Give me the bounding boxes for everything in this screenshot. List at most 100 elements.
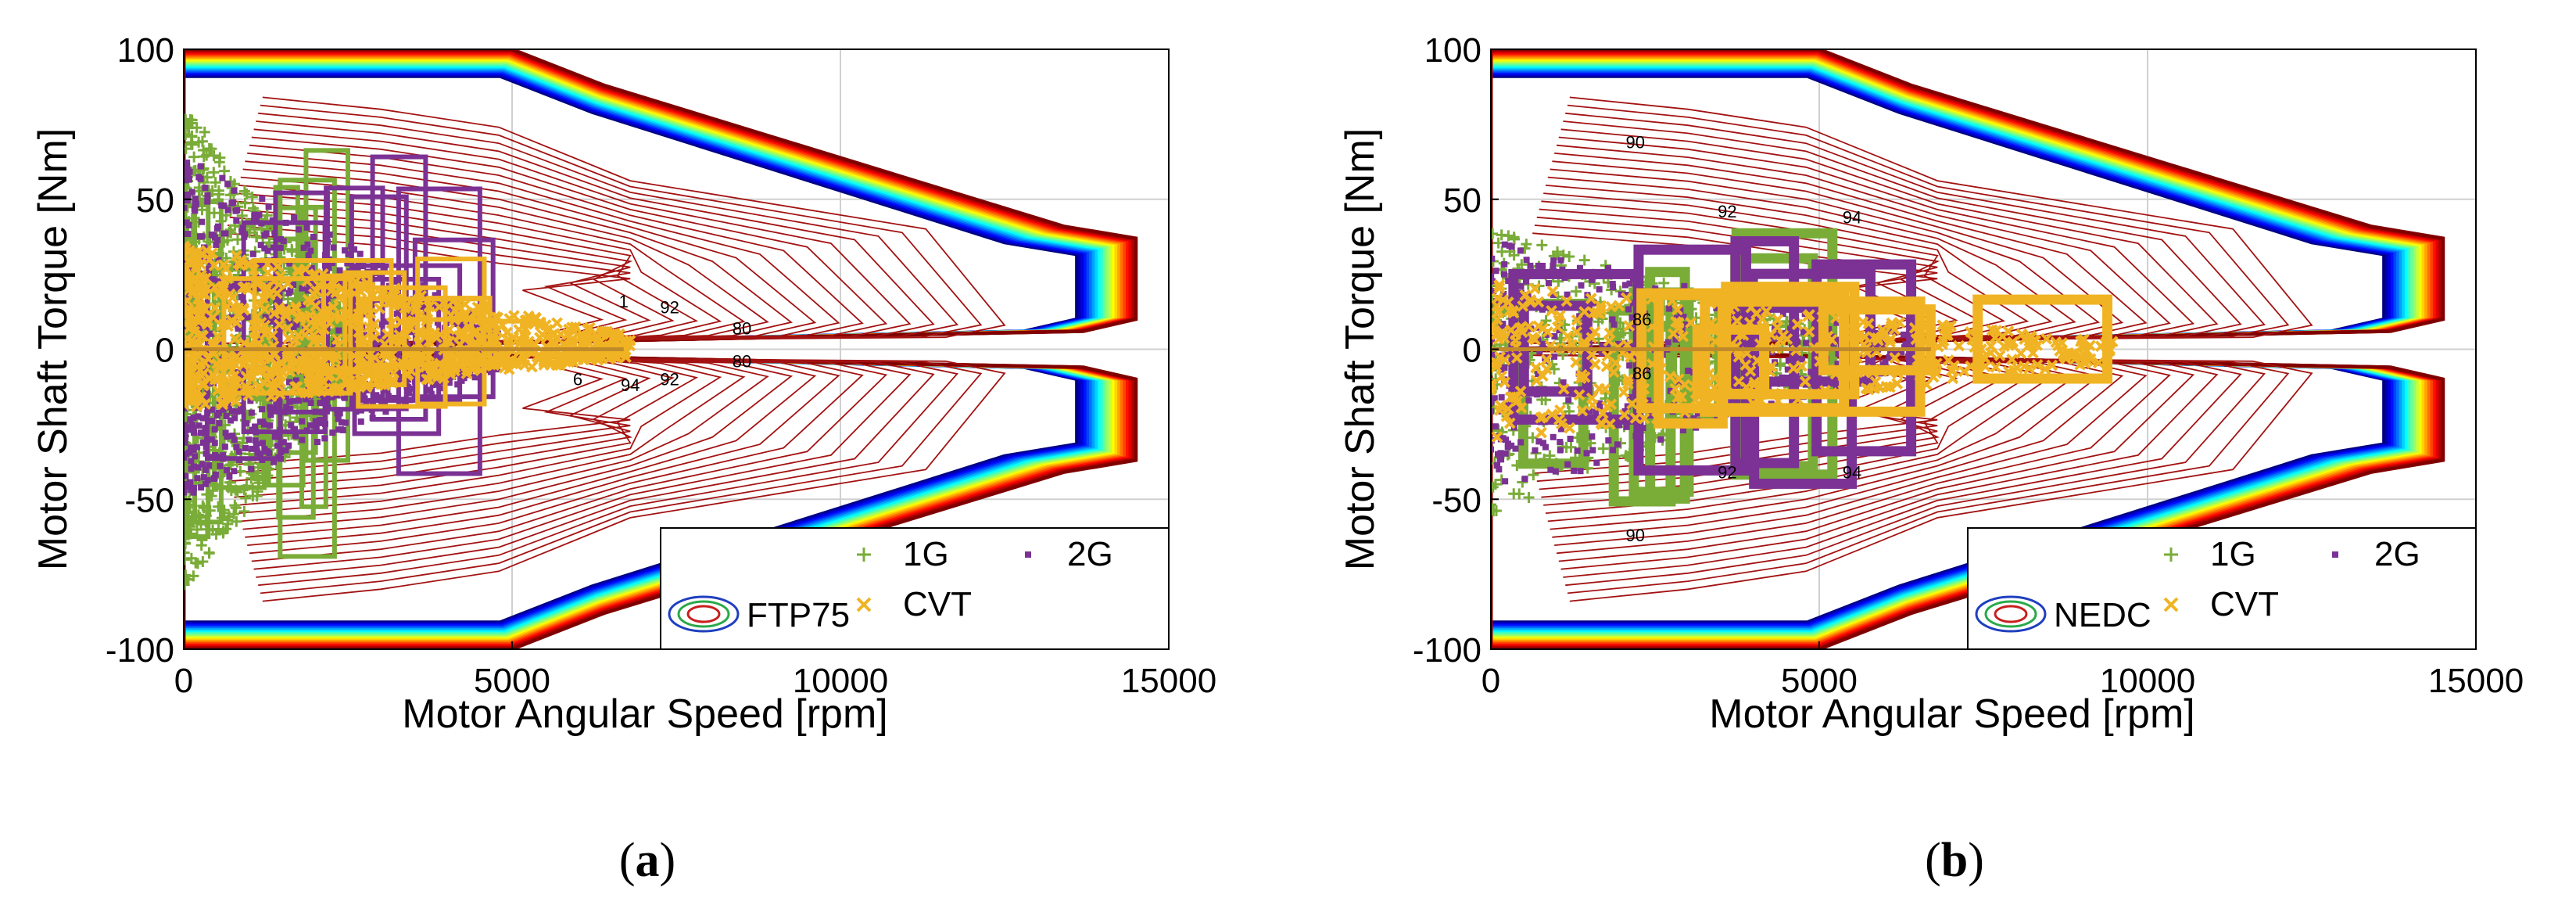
marker-CVT <box>303 353 316 365</box>
marker-2G <box>192 196 199 203</box>
marker-1G <box>217 527 229 539</box>
marker-2G <box>1610 284 1617 291</box>
marker-CVT <box>1590 307 1603 319</box>
marker-2G <box>287 287 294 294</box>
marker-2G <box>1500 290 1507 297</box>
marker-2G <box>206 461 213 469</box>
marker-CVT <box>423 373 435 386</box>
marker-CVT <box>256 292 269 304</box>
marker-2G <box>207 330 214 337</box>
marker-2G <box>335 415 342 422</box>
marker-CVT <box>603 352 615 365</box>
marker-1G <box>236 210 248 221</box>
marker-CVT <box>229 332 242 345</box>
marker-CVT <box>199 289 212 300</box>
marker-2G <box>471 374 478 381</box>
marker-2G <box>292 433 299 440</box>
marker-CVT <box>226 292 238 304</box>
marker-CVT <box>1629 412 1642 424</box>
y-tick-label: -100 <box>1413 631 1481 670</box>
marker-2G <box>249 445 256 452</box>
marker-CVT <box>282 332 295 344</box>
marker-CVT <box>1671 391 1684 404</box>
marker-2G <box>190 424 197 431</box>
marker-CVT <box>188 304 201 317</box>
marker-CVT <box>1803 309 1815 321</box>
marker-2G <box>231 187 238 194</box>
marker-2G <box>372 350 379 357</box>
marker-CVT <box>1507 305 1519 317</box>
marker-CVT <box>1799 375 1811 388</box>
marker-2G <box>1498 322 1505 329</box>
marker-2G <box>1647 412 1654 419</box>
marker-CVT <box>1744 365 1757 377</box>
marker-2G <box>338 426 345 433</box>
marker-CVT <box>1585 332 1598 344</box>
efficiency-contour-pos <box>1541 200 2006 344</box>
contour-label: 90 <box>1626 133 1645 153</box>
marker-CVT <box>387 373 399 386</box>
marker-2G <box>1564 291 1571 298</box>
marker-2G <box>200 474 207 481</box>
contour-label: 92 <box>1718 202 1736 221</box>
marker-2G <box>357 418 364 425</box>
marker-2G <box>302 396 309 403</box>
marker-CVT <box>230 375 242 388</box>
marker-CVT <box>1732 375 1745 388</box>
marker-2G <box>1674 314 1681 321</box>
marker-2G <box>205 269 212 276</box>
marker-2G <box>234 281 241 288</box>
legend: FTP75 1G CVT 2G <box>660 527 1170 650</box>
marker-2G <box>307 247 314 254</box>
marker-CVT <box>188 283 201 295</box>
marker-CVT <box>1942 329 1954 341</box>
marker-1G <box>192 558 204 569</box>
marker-2G <box>1599 350 1606 357</box>
marker-CVT <box>330 286 342 299</box>
marker-CVT <box>1493 278 1506 291</box>
marker-CVT <box>232 257 245 270</box>
marker-1G <box>1570 286 1582 297</box>
marker-CVT <box>593 337 605 350</box>
marker-CVT <box>1953 339 1965 352</box>
contour-label: 90 <box>1626 526 1645 545</box>
marker-2G <box>344 260 351 267</box>
trace-CVT <box>356 285 448 409</box>
marker-2G <box>257 242 264 249</box>
marker-CVT <box>271 260 284 273</box>
marker-CVT <box>1560 295 1573 307</box>
legend-label-1G: 1G <box>2210 535 2256 573</box>
marker-CVT <box>551 317 563 329</box>
marker-2G <box>213 242 220 249</box>
y-tick-label: 0 <box>1463 332 1481 370</box>
marker-2G <box>1523 257 1530 264</box>
marker-1G <box>239 197 251 209</box>
marker-2G <box>382 336 389 343</box>
panel-a: 80 80 92 94 92 1 6 0 5000 10000 15000 -100 -50 0 50 100… <box>30 31 1216 737</box>
marker-2G <box>221 444 228 451</box>
marker-CVT <box>305 296 317 308</box>
marker-1G <box>195 540 207 551</box>
marker-2G <box>1605 265 1612 272</box>
marker-2G <box>1503 436 1510 444</box>
marker-2G <box>1685 368 1692 375</box>
x-tick-label: 5000 <box>474 662 550 700</box>
marker-2G <box>1677 312 1684 319</box>
marker-2G <box>274 442 281 449</box>
marker-CVT <box>1585 348 1598 361</box>
marker-2G <box>304 287 311 294</box>
marker-CVT <box>1891 378 1904 390</box>
marker-CVT <box>310 311 323 323</box>
marker-1G <box>249 224 260 235</box>
marker-2G <box>191 206 198 213</box>
marker-2G <box>341 393 348 400</box>
marker-2G <box>308 264 315 271</box>
marker-1G <box>1508 232 1520 243</box>
marker-2G <box>1902 341 1909 348</box>
marker-2G <box>1491 399 1495 406</box>
marker-2G <box>1551 333 1558 340</box>
legend-marker-2G <box>1025 551 1031 558</box>
marker-2G <box>204 198 211 205</box>
marker-2G <box>194 475 201 482</box>
marker-CVT <box>1601 350 1614 362</box>
